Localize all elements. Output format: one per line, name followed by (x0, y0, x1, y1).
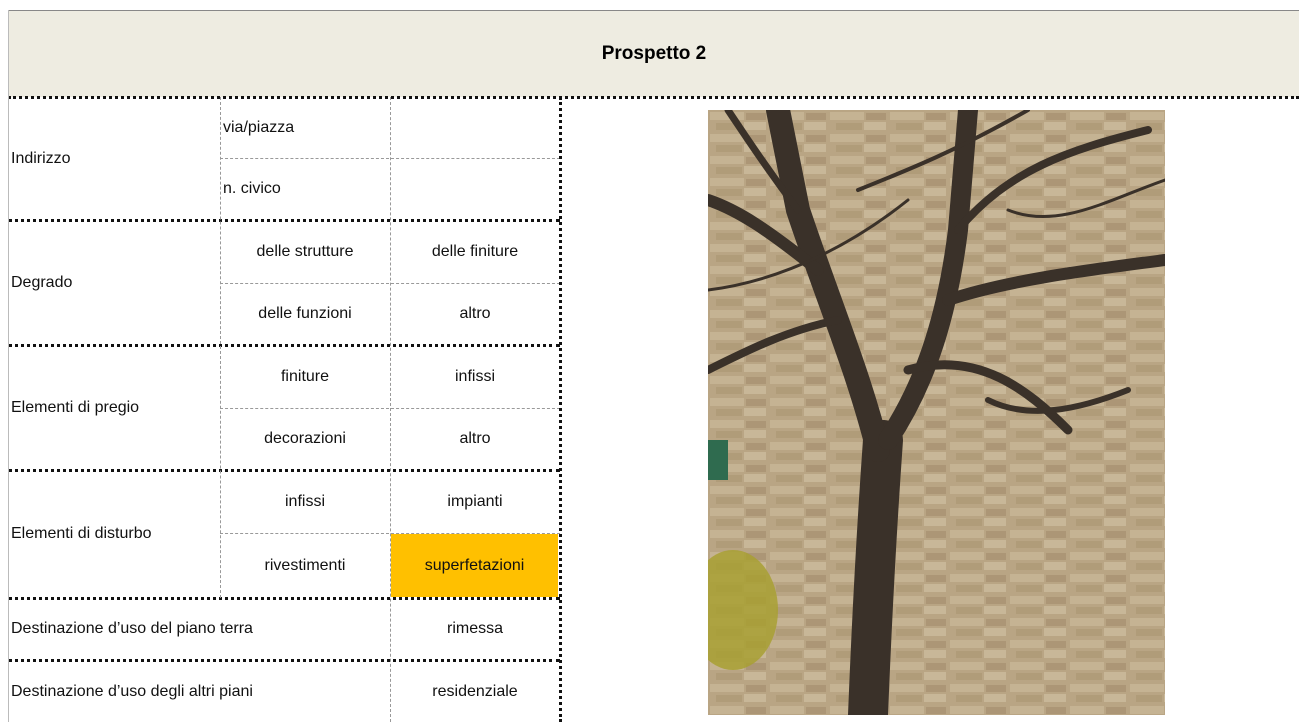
column-line (390, 97, 391, 722)
separator (8, 219, 560, 222)
cell: n. civico (223, 180, 281, 197)
row-label: Destinazione d’uso del piano terra (11, 620, 253, 637)
header-title: Prospetto 2 (8, 10, 1299, 97)
separator (8, 597, 560, 600)
border (8, 10, 9, 722)
separator (8, 344, 560, 347)
cell: finiture (280, 367, 330, 385)
cell: altro (459, 305, 491, 322)
row-label: Indirizzo (11, 149, 71, 167)
cell: impianti (447, 492, 503, 510)
cell: rimessa (446, 620, 503, 637)
cell: delle funzioni (258, 305, 352, 322)
row-label: Degrado (11, 273, 73, 291)
separator (8, 659, 560, 662)
separator (8, 469, 560, 472)
column-line (559, 97, 562, 722)
cell: decorazioni (264, 430, 346, 447)
cell: rivestimenti (264, 556, 346, 574)
cell: residenziale (432, 682, 518, 700)
column-line (220, 97, 221, 598)
cell: altro (459, 430, 491, 447)
cell: infissi (454, 367, 495, 385)
cell: delle finiture (431, 242, 519, 260)
cell: infissi (284, 492, 325, 510)
row-label: Destinazione d’uso degli altri piani (11, 682, 253, 700)
photo (708, 110, 1165, 715)
cell: via/piazza (223, 118, 295, 136)
cell-highlighted: superfetazioni (391, 534, 558, 597)
row-label: Elementi di disturbo (11, 525, 152, 542)
separator (8, 96, 1299, 99)
row-label: Elementi di pregio (11, 398, 140, 416)
cell: delle strutture (256, 242, 354, 260)
